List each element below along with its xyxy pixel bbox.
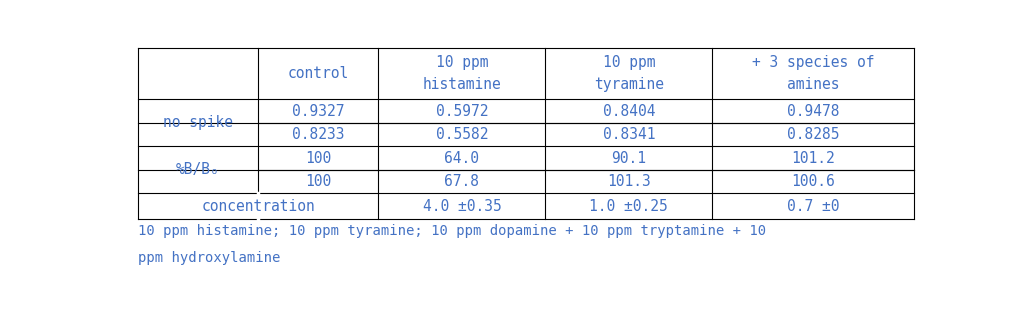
Text: 0.8341: 0.8341 — [603, 127, 655, 142]
Text: tyramine: tyramine — [594, 78, 663, 92]
Text: 100: 100 — [305, 150, 332, 166]
Text: 67.8: 67.8 — [445, 174, 480, 189]
Text: concentration: concentration — [201, 199, 315, 214]
Text: 1.0 ±0.25: 1.0 ±0.25 — [589, 199, 669, 214]
Text: 0.8404: 0.8404 — [603, 104, 655, 119]
Text: + 3 species of: + 3 species of — [752, 55, 874, 70]
Text: histamine: histamine — [422, 78, 501, 92]
Text: 0.8233: 0.8233 — [292, 127, 345, 142]
Text: amines: amines — [787, 78, 839, 92]
Text: 101.2: 101.2 — [791, 150, 835, 166]
Text: 0.5582: 0.5582 — [435, 127, 488, 142]
Text: control: control — [288, 66, 349, 81]
Text: 0.9478: 0.9478 — [787, 104, 839, 119]
Text: 10 ppm histamine; 10 ppm tyramine; 10 ppm dopamine + 10 ppm tryptamine + 10
ppm : 10 ppm histamine; 10 ppm tyramine; 10 pp… — [138, 224, 766, 265]
Text: 90.1: 90.1 — [611, 150, 646, 166]
Text: 101.3: 101.3 — [607, 174, 651, 189]
Text: no spike: no spike — [163, 115, 233, 130]
Text: 0.8285: 0.8285 — [787, 127, 839, 142]
Text: 0.5972: 0.5972 — [435, 104, 488, 119]
Text: 100: 100 — [305, 174, 332, 189]
Text: 10 ppm: 10 ppm — [435, 55, 488, 70]
Text: 0.9327: 0.9327 — [292, 104, 345, 119]
Text: 100.6: 100.6 — [791, 174, 835, 189]
Text: 10 ppm: 10 ppm — [603, 55, 655, 70]
Text: 64.0: 64.0 — [445, 150, 480, 166]
Text: %B/Bₒ: %B/Bₒ — [177, 162, 220, 177]
Text: 4.0 ±0.35: 4.0 ±0.35 — [422, 199, 501, 214]
Text: 0.7 ±0: 0.7 ±0 — [787, 199, 839, 214]
